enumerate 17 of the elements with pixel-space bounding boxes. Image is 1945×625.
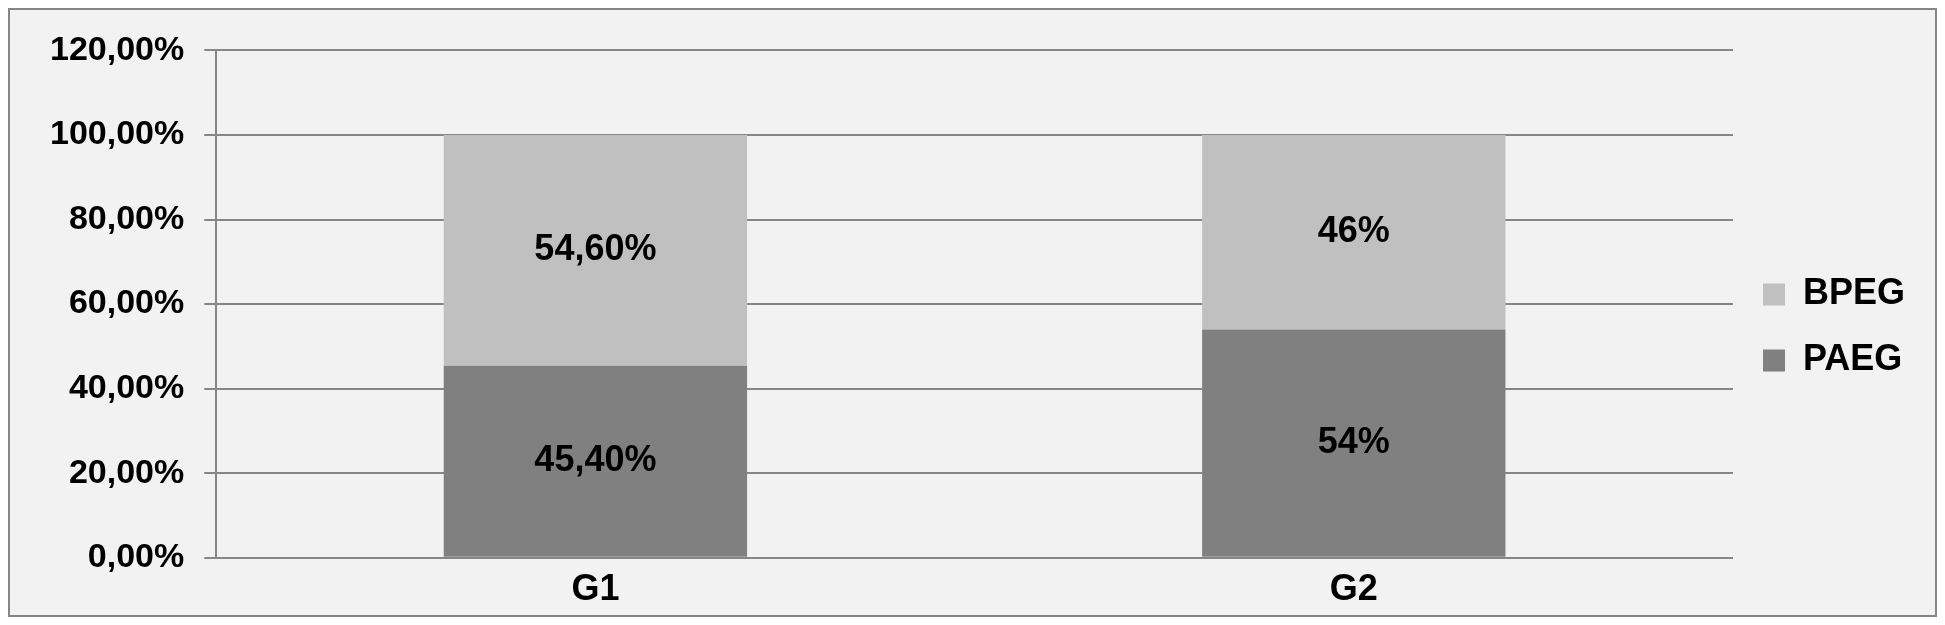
data-label: 54,60% [534,227,657,269]
y-tick-label: 0,00% [87,536,185,575]
y-tick-label: 100,00% [49,113,185,152]
y-tick-label: 120,00% [49,28,185,67]
y-tick-label: 80,00% [68,197,185,236]
x-tick-label: G2 [1329,567,1378,609]
y-tick-label: 40,00% [68,367,185,406]
data-label: 45,40% [534,438,657,480]
y-tick-label: 60,00% [68,282,185,321]
bar [443,134,748,366]
legend-label: PAEG [1802,337,1903,379]
y-tick-label: 20,00% [68,451,185,490]
x-tick-label: G1 [571,567,620,609]
data-label: 46% [1317,209,1390,251]
data-label: 54% [1317,420,1390,462]
bar [1202,134,1506,330]
legend-label: BPEG [1802,271,1906,313]
